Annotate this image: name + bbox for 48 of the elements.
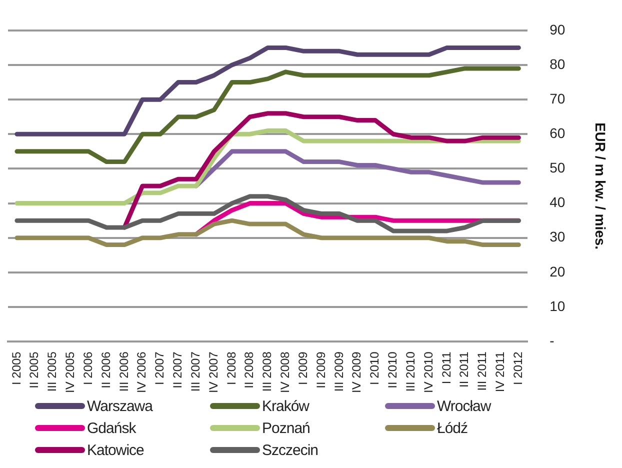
x-tick-label: I 2012 <box>510 351 525 386</box>
x-tick-label: III 2005 <box>45 351 60 392</box>
x-tick-label: II 2010 <box>386 351 400 388</box>
x-tick-label: IV 2008 <box>278 351 292 394</box>
x-tick-label: I 2007 <box>152 351 167 386</box>
x-tick-label: III 2007 <box>188 351 202 392</box>
x-tick-label: IV 2006 <box>134 351 149 394</box>
y-tick-label: - <box>550 332 555 348</box>
legend-label: Poznań <box>262 420 310 436</box>
x-tick-label: II 2011 <box>457 351 472 388</box>
legend-label: Katowice <box>87 442 144 458</box>
x-tick-label: III 2006 <box>116 351 131 392</box>
x-tick-label: II 2007 <box>170 351 185 388</box>
legend-label: Gdańsk <box>87 420 136 436</box>
legend-label: Kraków <box>262 398 310 414</box>
x-tick-label: IV 2009 <box>350 351 364 394</box>
x-tick-label: I 2005 <box>9 351 24 386</box>
x-tick-label: III 2008 <box>260 351 274 392</box>
y-tick-label: 50 <box>550 160 566 176</box>
legend-label: Warszawa <box>87 398 152 414</box>
x-tick-label: II 2009 <box>314 351 328 388</box>
y-tick-label: 40 <box>550 194 566 210</box>
y-tick-label: 60 <box>550 125 566 142</box>
y-tick-label: 30 <box>550 228 566 245</box>
x-tick-label: IV 2005 <box>63 351 78 394</box>
x-tick-label: I 2010 <box>368 351 382 386</box>
x-tick-label: IV 2007 <box>206 351 220 394</box>
y-axis-title: EUR / m kw. / mies. <box>592 122 609 250</box>
y-tick-label: 10 <box>550 298 566 314</box>
x-tick-label: I 2011 <box>439 351 454 384</box>
x-tick-label: III 2011 <box>475 351 490 391</box>
x-tick-label: II 2006 <box>98 351 113 388</box>
legend-label: Łódź <box>437 420 468 436</box>
x-tick-label: III 2009 <box>332 351 346 392</box>
x-tick-label: III 2010 <box>403 351 418 392</box>
x-tick-label: I 2008 <box>224 351 238 386</box>
x-tick-label: I 2006 <box>80 351 95 386</box>
x-tick-label: IV 2011 <box>493 351 508 392</box>
x-tick-label: II 2008 <box>242 351 256 388</box>
x-tick-label: II 2005 <box>27 351 42 388</box>
y-tick-label: 80 <box>550 56 566 72</box>
y-tick-label: 20 <box>550 263 566 280</box>
x-tick-label: IV 2010 <box>421 351 436 394</box>
y-tick-label: 90 <box>550 21 566 38</box>
legend-label: Wrocław <box>437 398 491 414</box>
x-tick-label: I 2009 <box>296 351 310 386</box>
y-tick-label: 70 <box>550 90 566 106</box>
legend-label: Szczecin <box>262 442 318 458</box>
